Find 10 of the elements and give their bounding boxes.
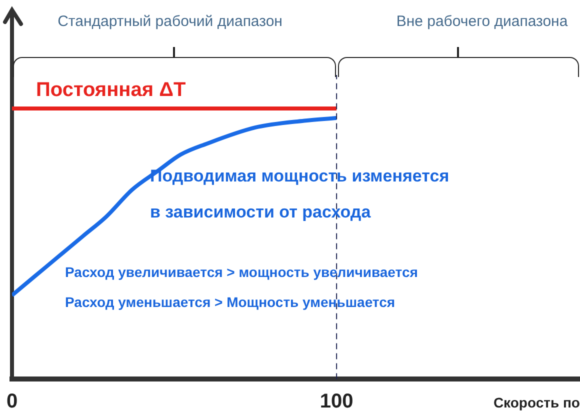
annotation: Подводимая мощность изменяется: [150, 166, 450, 186]
x-tick-label: 100: [320, 390, 354, 413]
text: Стандартный рабочий диапазон: [58, 13, 282, 30]
annotation: Расход уменьшается > Мощность уменьшается: [65, 294, 396, 310]
series-label: Постоянная ΔT: [36, 79, 186, 102]
annotation: Расход увеличивается > мощность увеличивается: [65, 264, 418, 280]
x-tick-label: 0: [6, 390, 18, 413]
x-axis-title: Скорость по: [493, 394, 580, 410]
text: Вне рабочего диапазона: [396, 13, 568, 30]
annotation: в зависимости от расхода: [150, 202, 372, 222]
